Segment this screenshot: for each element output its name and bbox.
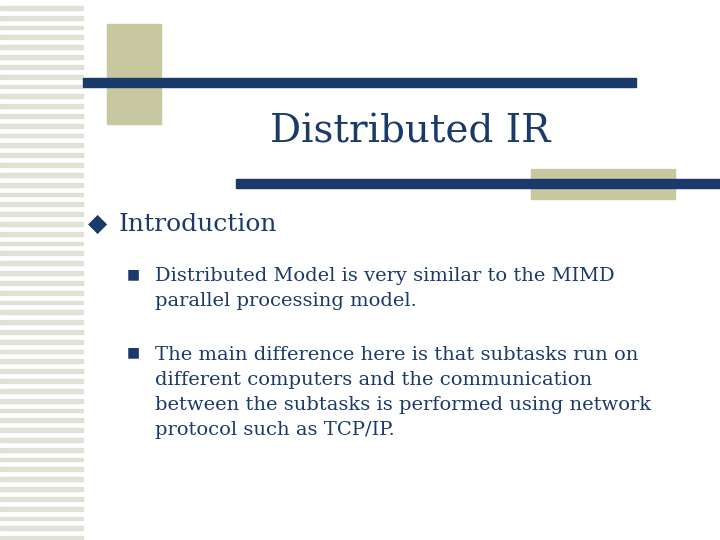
Bar: [0, 183, 83, 186]
Bar: [0, 428, 83, 432]
Bar: [0, 144, 83, 147]
Bar: [0, 320, 83, 324]
Text: ◆: ◆: [88, 212, 107, 236]
Bar: [531, 169, 675, 199]
Bar: [0, 458, 83, 462]
Bar: [236, 179, 720, 188]
Bar: [0, 477, 83, 481]
Bar: [0, 409, 83, 413]
Bar: [0, 163, 83, 167]
Bar: [0, 55, 83, 59]
Bar: [0, 114, 83, 118]
Bar: [0, 75, 83, 78]
Bar: [0, 340, 83, 343]
Bar: [0, 507, 83, 510]
Text: Distributed IR: Distributed IR: [270, 114, 551, 151]
Text: ■: ■: [127, 267, 140, 281]
Bar: [0, 242, 83, 246]
Bar: [0, 330, 83, 334]
Bar: [0, 222, 83, 226]
Bar: [0, 94, 83, 98]
Bar: [0, 536, 83, 540]
Bar: [0, 232, 83, 235]
Bar: [0, 104, 83, 108]
Bar: [0, 261, 83, 265]
Bar: [0, 468, 83, 471]
Bar: [0, 379, 83, 383]
Bar: [0, 517, 83, 521]
Bar: [0, 0, 83, 540]
Bar: [0, 281, 83, 285]
Bar: [0, 85, 83, 89]
Bar: [0, 45, 83, 49]
Bar: [0, 487, 83, 491]
Bar: [0, 369, 83, 373]
Text: Introduction: Introduction: [119, 213, 277, 235]
Bar: [0, 389, 83, 393]
Bar: [0, 497, 83, 501]
Text: ■: ■: [127, 346, 140, 360]
Bar: [0, 448, 83, 451]
Bar: [0, 271, 83, 275]
Bar: [0, 399, 83, 402]
Bar: [83, 78, 636, 87]
Bar: [0, 301, 83, 305]
Bar: [107, 24, 161, 124]
Bar: [0, 360, 83, 363]
Bar: [0, 350, 83, 354]
Bar: [0, 291, 83, 294]
Bar: [0, 124, 83, 127]
Bar: [0, 310, 83, 314]
Bar: [0, 36, 83, 39]
Bar: [0, 16, 83, 19]
Bar: [0, 526, 83, 530]
Bar: [0, 212, 83, 216]
Bar: [0, 153, 83, 157]
Bar: [0, 6, 83, 10]
Bar: [0, 252, 83, 255]
Bar: [0, 418, 83, 422]
Bar: [0, 65, 83, 69]
Bar: [0, 134, 83, 138]
Bar: [0, 173, 83, 177]
Bar: [0, 26, 83, 30]
Bar: [0, 438, 83, 442]
Bar: [0, 193, 83, 197]
Bar: [0, 202, 83, 206]
Text: The main difference here is that subtasks run on
different computers and the com: The main difference here is that subtask…: [155, 346, 651, 438]
Text: Distributed Model is very similar to the MIMD
parallel processing model.: Distributed Model is very similar to the…: [155, 267, 614, 310]
